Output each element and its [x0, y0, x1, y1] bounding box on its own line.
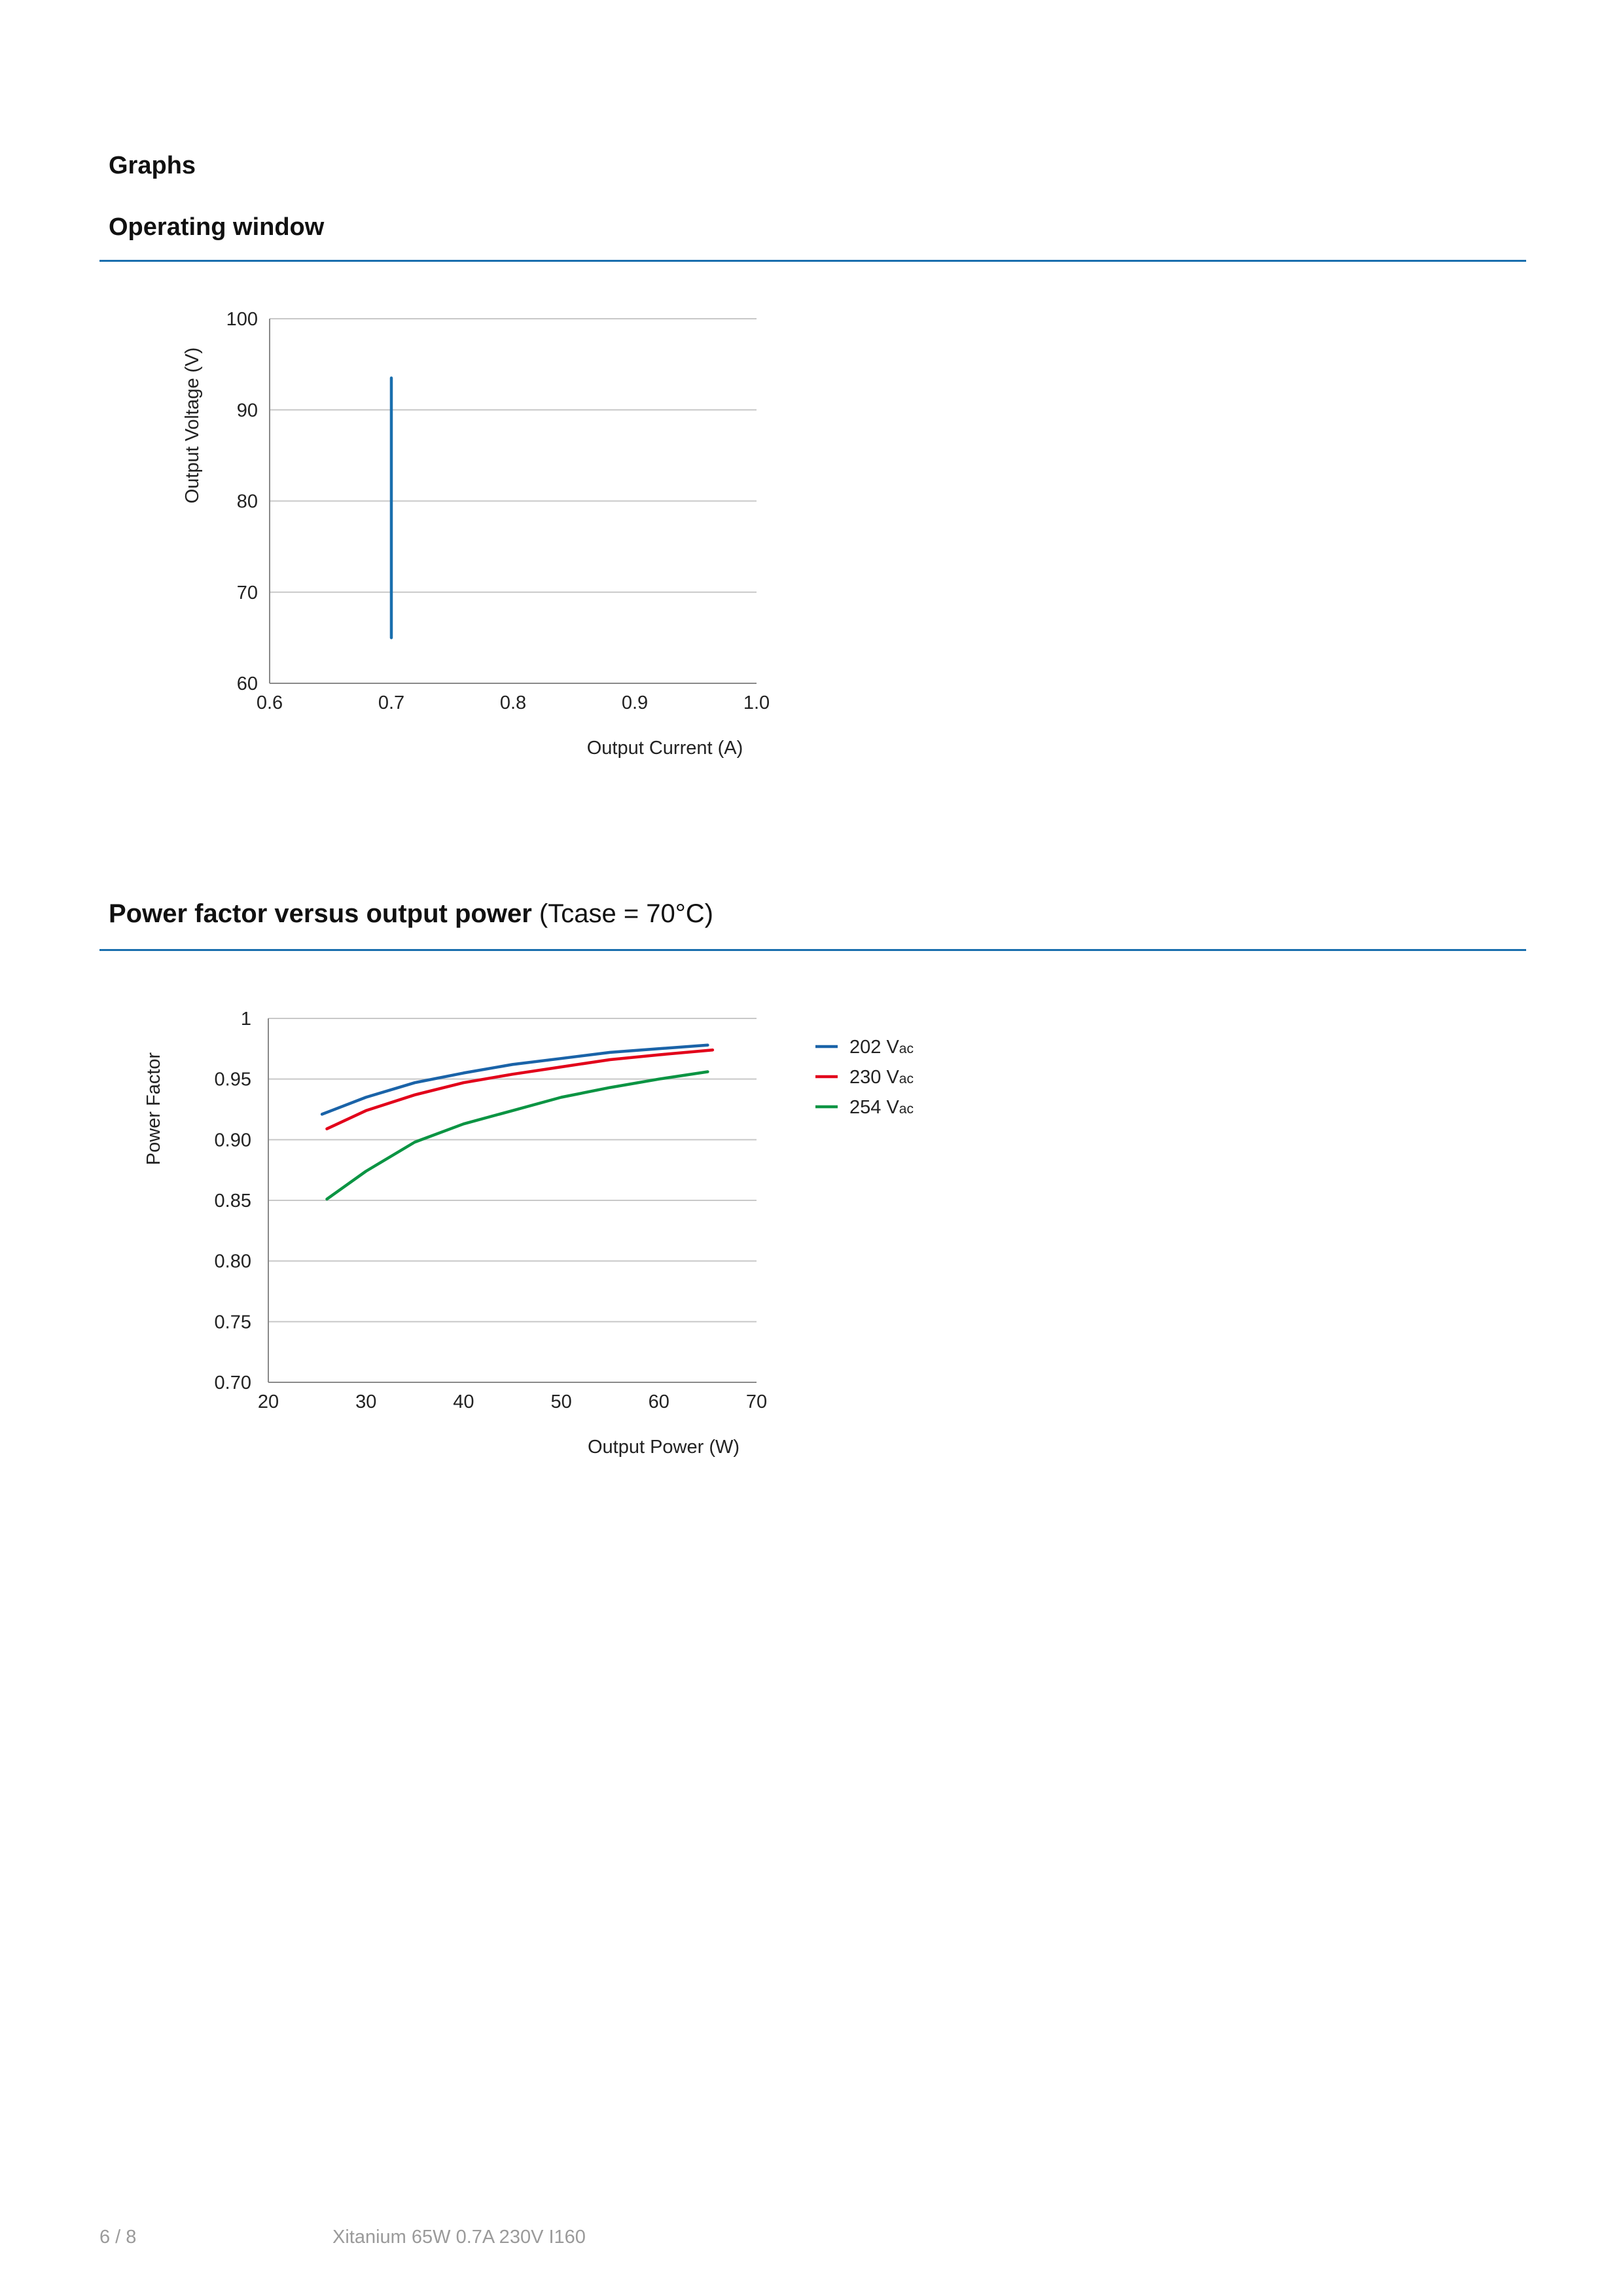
y-axis-title: Output Voltage (V) [182, 348, 203, 504]
y-tick-label: 1 [241, 1009, 251, 1030]
x-tick-label: 20 [258, 1391, 279, 1412]
power-factor-title: Power factor versus output power (Tcase … [109, 899, 713, 929]
operating-window-chart: 60 70 80 90 100 0.6 0.7 0.8 0.9 1.0 Output Current… [182, 309, 770, 759]
x-tick-label: 60 [649, 1391, 669, 1412]
power-factor-title-main: Power factor versus output power [109, 899, 532, 928]
y-tick-label: 100 [226, 309, 258, 330]
x-tick-label: 0.9 [622, 692, 648, 713]
operating-window-title: Operating window [109, 213, 325, 241]
x-tick-label: 0.7 [378, 692, 404, 713]
legend-label: 254 Vac [849, 1097, 914, 1118]
x-tick-label: 1.0 [743, 692, 770, 713]
y-tick-label: 0.70 [215, 1372, 251, 1393]
legend-label: 202 Vac [849, 1037, 914, 1058]
power-factor-chart: 0.70 0.75 0.80 0.85 0.90 0.95 1 20 30 40 50 60 70 Out… [143, 1009, 914, 1458]
x-tick-label: 30 [355, 1391, 376, 1412]
y-tick-label: 0.95 [215, 1069, 251, 1090]
y-tick-label: 70 [237, 583, 258, 603]
section-divider [99, 949, 1526, 951]
x-tick-label: 0.6 [257, 692, 283, 713]
x-tick-label: 40 [453, 1391, 474, 1412]
product-name: Xitanium 65W 0.7A 230V I160 [332, 2227, 586, 2248]
y-axis-title: Power Factor [143, 1052, 164, 1165]
section-title: Graphs [109, 152, 196, 179]
y-tick-label: 0.75 [215, 1312, 251, 1333]
y-tick-label: 0.80 [215, 1251, 251, 1272]
x-tick-label: 70 [746, 1391, 767, 1412]
series-line-2 [325, 1048, 715, 1130]
power-factor-title-condition: (Tcase = 70°C) [539, 899, 713, 928]
series-line-3 [325, 1070, 709, 1201]
page-number: 6 / 8 [99, 2227, 137, 2248]
x-tick-label: 0.8 [500, 692, 526, 713]
y-tick-label: 60 [237, 673, 258, 694]
x-tick-label: 50 [550, 1391, 571, 1412]
y-tick-label: 0.90 [215, 1130, 251, 1151]
series-line-1 [320, 1043, 709, 1116]
section-divider [99, 260, 1526, 262]
y-tick-label: 0.85 [215, 1191, 251, 1211]
y-tick-label: 80 [237, 492, 258, 512]
legend-label: 230 Vac [849, 1067, 914, 1088]
x-axis-title: Output Power (W) [588, 1437, 740, 1458]
y-tick-label: 90 [237, 400, 258, 421]
x-axis-title: Output Current (A) [587, 738, 743, 759]
